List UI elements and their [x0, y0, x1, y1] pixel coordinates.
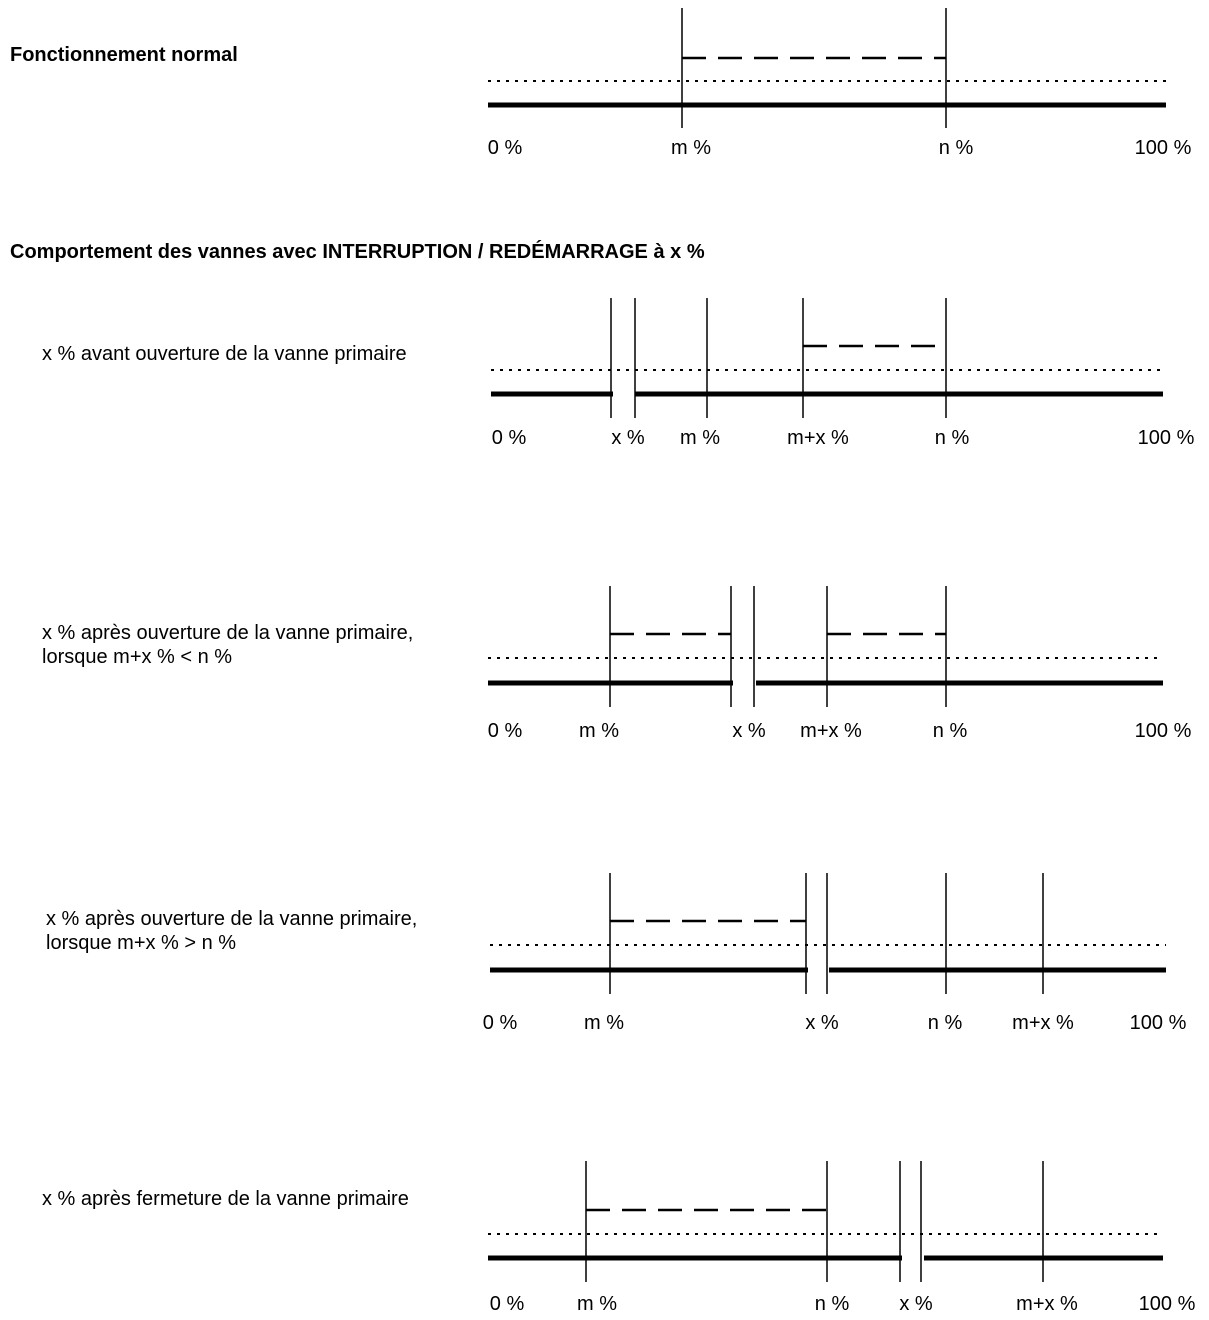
diagram-before-open	[491, 298, 1163, 418]
label-m-plus-x: m+x %	[800, 720, 862, 742]
label-m: m %	[577, 1293, 617, 1315]
label-n: n %	[933, 720, 968, 742]
label-m: m %	[680, 427, 720, 449]
label-100-percent: 100 %	[1138, 427, 1195, 449]
caption-after-close: x % après fermeture de la vanne primaire	[42, 1188, 409, 1210]
heading-normal-operation: Fonctionnement normal	[10, 44, 238, 66]
label-100-percent: 100 %	[1135, 720, 1192, 742]
label-n: n %	[928, 1012, 963, 1034]
caption-after-open-gt: x % après ouverture de la vanne primaire…	[46, 908, 418, 954]
label-n: n %	[815, 1293, 850, 1315]
label-x: x %	[732, 720, 766, 742]
label-m-plus-x: m+x %	[1012, 1012, 1074, 1034]
label-0-percent: 0 %	[488, 137, 523, 159]
diagram-after-close	[488, 1161, 1163, 1282]
label-m-plus-x: m+x %	[787, 427, 849, 449]
label-m: m %	[671, 137, 711, 159]
label-n: n %	[939, 137, 974, 159]
label-m-plus-x: m+x %	[1016, 1293, 1078, 1315]
label-100-percent: 100 %	[1135, 137, 1192, 159]
label-0-percent: 0 %	[490, 1293, 525, 1315]
label-n: n %	[935, 427, 970, 449]
label-m: m %	[584, 1012, 624, 1034]
heading-interruption: Comportement des vannes avec INTERRUPTIO…	[10, 241, 705, 263]
label-x: x %	[805, 1012, 839, 1034]
caption-after-open-lt: x % après ouverture de la vanne primaire…	[42, 622, 414, 668]
label-x: x %	[611, 427, 645, 449]
diagram-normal	[488, 8, 1166, 128]
label-100-percent: 100 %	[1130, 1012, 1187, 1034]
label-0-percent: 0 %	[492, 427, 527, 449]
label-0-percent: 0 %	[483, 1012, 518, 1034]
label-x: x %	[899, 1293, 933, 1315]
label-0-percent: 0 %	[488, 720, 523, 742]
label-100-percent: 100 %	[1139, 1293, 1196, 1315]
diagram-after-open-lt	[488, 586, 1163, 707]
label-m: m %	[579, 720, 619, 742]
diagram-after-open-gt	[490, 873, 1166, 994]
caption-before-open: x % avant ouverture de la vanne primaire	[42, 343, 407, 365]
